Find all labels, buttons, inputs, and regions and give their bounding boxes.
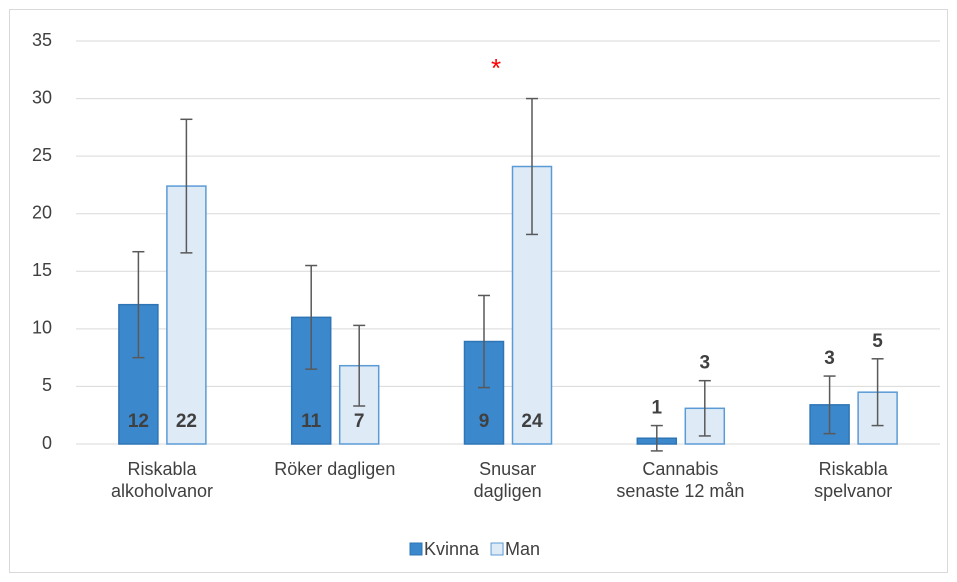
data-label: 9 <box>479 411 490 432</box>
data-label: 22 <box>176 411 197 432</box>
legend-label: Kvinna <box>424 539 480 559</box>
y-tick-label: 15 <box>32 260 52 280</box>
y-tick-label: 10 <box>32 318 52 338</box>
y-tick-label: 5 <box>42 375 52 395</box>
y-tick-label: 30 <box>32 87 52 107</box>
data-label: 7 <box>354 411 365 432</box>
y-tick-label: 25 <box>32 145 52 165</box>
data-label: 11 <box>301 411 322 432</box>
y-tick-label: 35 <box>32 30 52 50</box>
y-tick-label: 20 <box>32 202 52 222</box>
y-tick-label: 0 <box>42 433 52 453</box>
data-label: 3 <box>700 353 711 374</box>
x-tick-label: Riskabla alkoholvanor <box>110 459 214 501</box>
chart-border <box>9 9 948 573</box>
x-tick-label: Riskabla spelvanor <box>814 459 893 501</box>
legend-swatch <box>409 542 423 556</box>
x-tick-label: Snusar dagligen <box>473 459 542 501</box>
data-label: 12 <box>128 411 149 432</box>
data-label: 3 <box>824 348 835 369</box>
data-label: 1 <box>652 398 663 419</box>
annotation: * <box>491 53 501 83</box>
x-tick-label: Cannabis senaste 12 mån <box>616 459 745 501</box>
legend-swatch <box>490 542 504 556</box>
x-tick-label: Röker dagligen <box>274 459 396 479</box>
data-label: 5 <box>872 331 883 352</box>
data-label: 24 <box>521 411 543 432</box>
legend-label: Man <box>505 539 540 559</box>
